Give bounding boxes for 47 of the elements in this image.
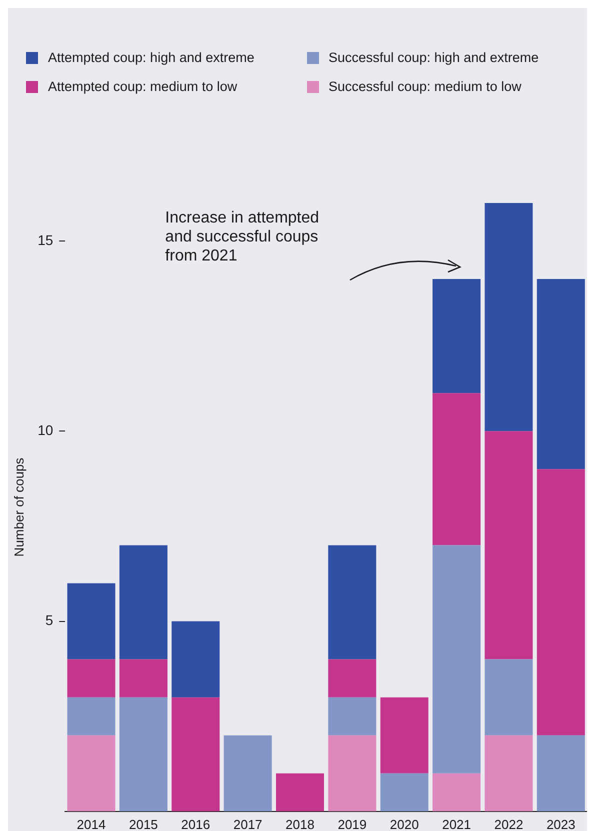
bar [119,697,168,812]
bar [484,431,533,660]
x-tick-label: 2015 [128,816,158,831]
x-tick-label: 2016 [181,816,210,831]
bar [432,279,481,394]
bar [276,773,324,812]
bar [67,583,116,660]
y-tick-label: 10 [38,422,54,438]
bar [484,203,533,432]
bar [67,735,116,812]
bar [119,545,168,660]
bar [67,697,116,736]
x-tick-label: 2014 [76,816,106,831]
annotation: Increase in attempted and successful coups from 2021 [165,209,320,264]
bar [119,659,168,698]
legend-label: Successful coup: high and extreme [328,50,539,65]
x-tick-label: 2022 [494,816,524,831]
x-tick-label: 2021 [442,816,472,831]
y-tick-label: 5 [45,612,54,628]
bar [432,393,481,546]
y-axis-title: Number of coups [11,457,26,557]
bar [536,469,585,736]
bar [328,659,376,698]
bar [536,735,585,812]
legend-label: Successful coup: medium to low [328,79,522,94]
bar [484,659,533,736]
x-tick-label: 2023 [546,816,576,831]
bar [328,735,376,812]
bar [536,279,585,470]
y-tick-label: 15 [38,232,54,248]
bar [328,545,376,660]
x-tick-label: 2019 [338,816,367,831]
bar [432,545,481,774]
bar [172,621,220,698]
legend-label: Attempted coup: high and extreme [48,50,254,65]
bar [328,697,376,736]
bar [380,773,428,812]
x-tick-label: 2018 [286,816,314,831]
bar [432,773,481,812]
legend-label: Attempted coup: medium to low [48,79,238,94]
bar [484,735,533,812]
x-tick-label: 2017 [233,816,262,831]
x-tick-label: 2020 [390,816,419,831]
bar [224,735,272,812]
bar [380,697,428,774]
bar [67,659,116,698]
bar [172,697,220,812]
